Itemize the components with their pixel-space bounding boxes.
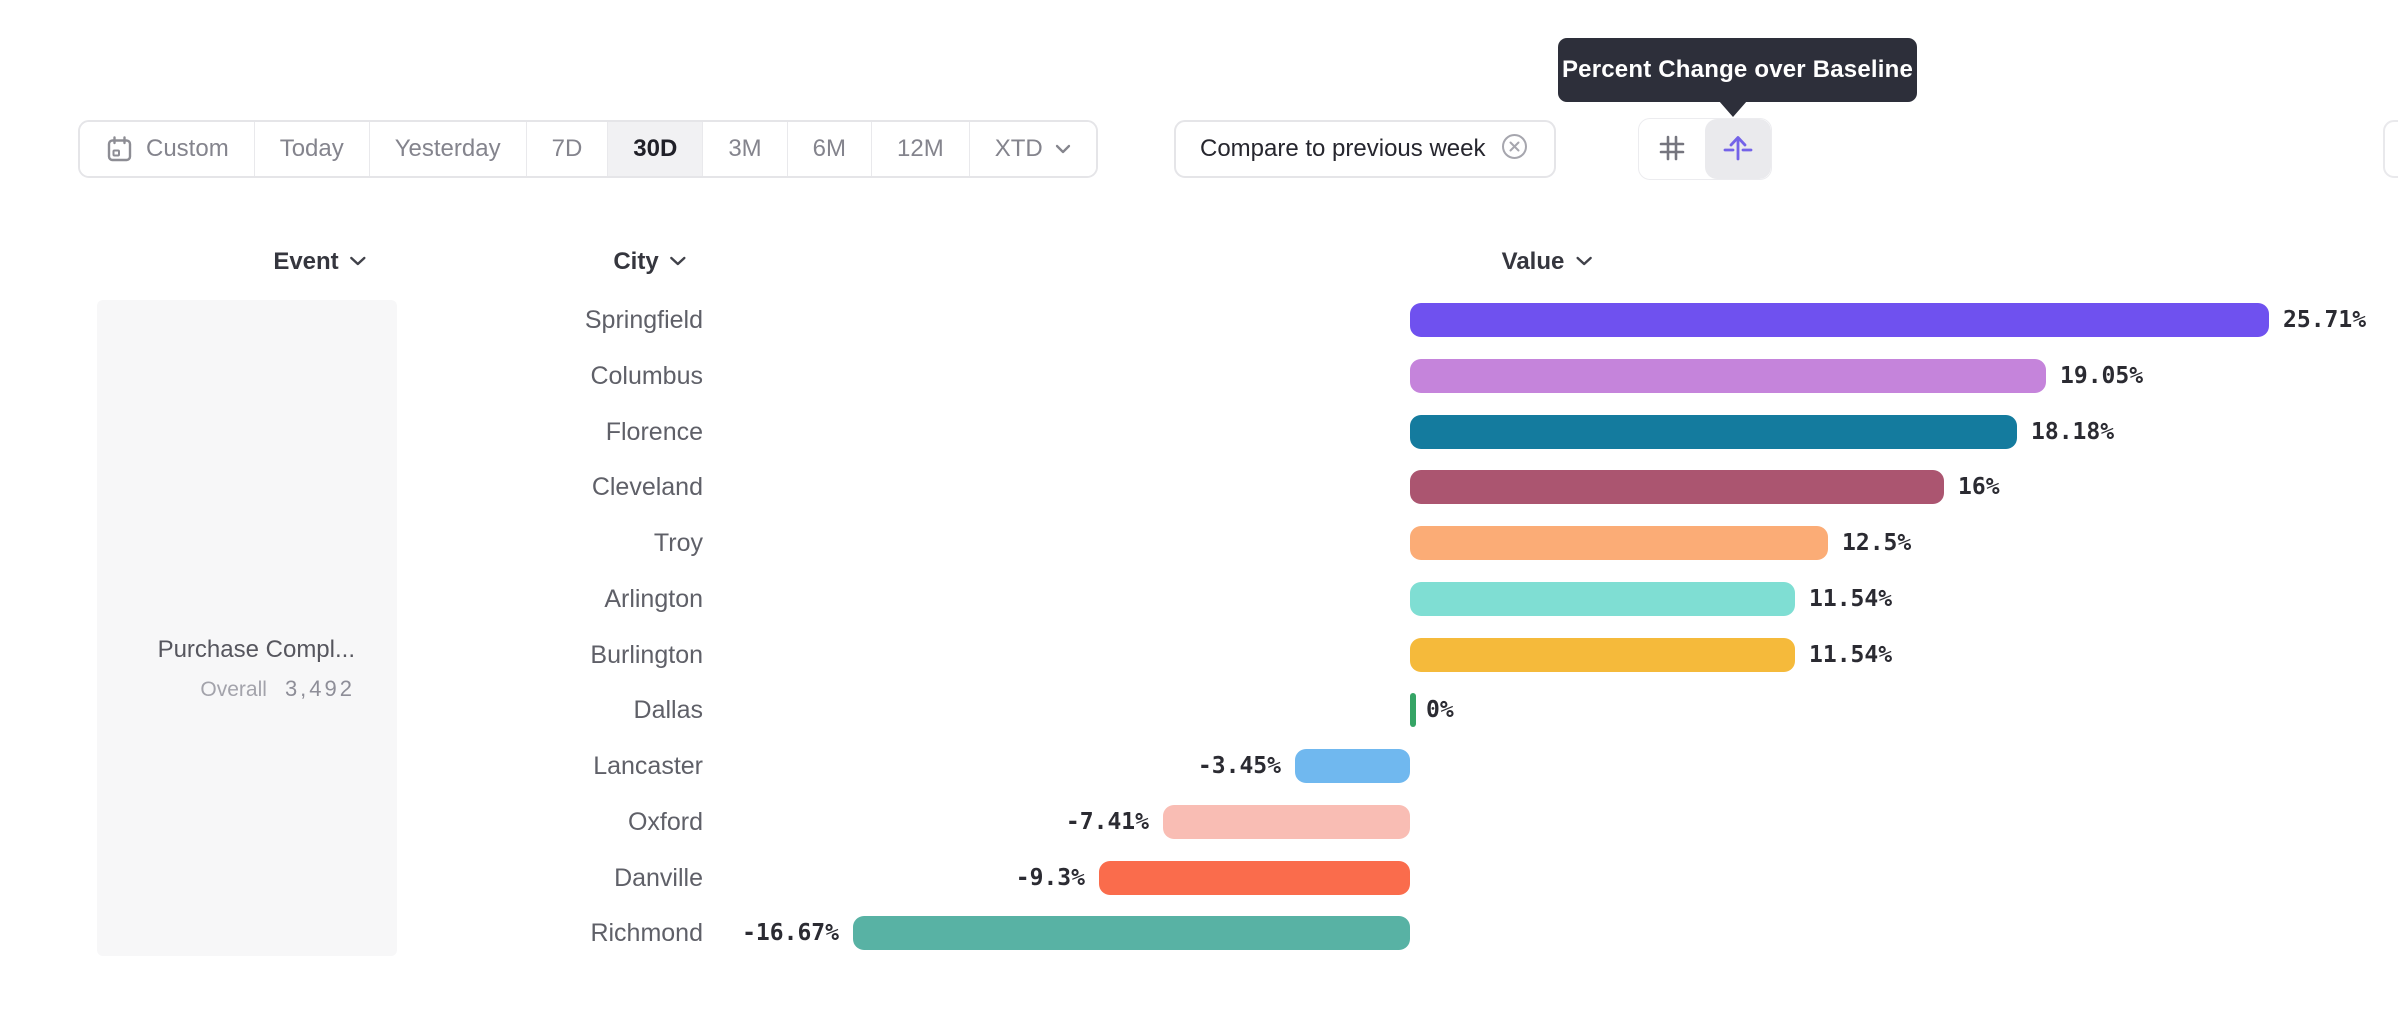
city-label: Florence — [605, 417, 703, 446]
date-range-label: Custom — [146, 135, 229, 162]
chart-row-burlington: Burlington 11.54% — [0, 627, 2398, 683]
city-label: Troy — [653, 529, 703, 557]
chevron-down-icon — [1055, 144, 1071, 154]
value-label: 18.18% — [2031, 418, 2115, 445]
date-range-control: Custom Today Yesterday 7D 30D 3M 6M 12M XTD — [78, 120, 1098, 178]
column-header-value[interactable]: Value — [1502, 246, 1593, 278]
column-header-city-label: City — [613, 248, 659, 275]
chart-view-toggle — [1638, 118, 1772, 180]
city-label: Danville — [614, 863, 703, 892]
grid-hash-icon — [1655, 131, 1689, 168]
value-label: 0% — [1426, 697, 1454, 724]
value-bar[interactable] — [1410, 358, 2046, 393]
value-bar[interactable] — [1410, 526, 1828, 560]
chart-row-dallas: Dallas 0% — [0, 682, 2398, 738]
city-label: Dallas — [633, 696, 703, 725]
city-label: Richmond — [590, 919, 703, 948]
column-header-city[interactable]: City — [613, 246, 686, 278]
value-label: 19.05% — [2060, 362, 2144, 389]
baseline-view-button[interactable] — [1705, 119, 1771, 179]
compare-chip-label: Compare to previous week — [1200, 135, 1486, 162]
value-label: -7.41% — [1065, 808, 1149, 835]
baseline-arrow-icon — [1721, 131, 1755, 168]
overall-value: 3,492 — [284, 676, 355, 701]
value-bar[interactable] — [1163, 804, 1410, 839]
city-label: Columbus — [590, 361, 703, 390]
value-label: 12.5% — [1842, 530, 1912, 556]
value-label: 11.54% — [1809, 641, 1893, 668]
chevron-down-icon — [350, 253, 367, 271]
chart-row-florence: Florence 18.18% — [0, 404, 2398, 460]
value-bar[interactable] — [853, 916, 1410, 951]
value-bar[interactable] — [1410, 581, 1795, 616]
value-bar[interactable] — [1295, 749, 1410, 783]
value-label: -3.45% — [1197, 753, 1281, 779]
date-range-label: Today — [279, 135, 344, 162]
value-label: 25.71% — [2283, 307, 2367, 333]
chevron-down-icon — [670, 253, 687, 271]
chart-row-danville: Danville -9.3% — [0, 850, 2398, 906]
chart-row-columbus: Columbus 19.05% — [0, 348, 2398, 404]
value-bar[interactable] — [1410, 303, 2269, 337]
column-header-event-label: Event — [273, 248, 339, 275]
city-label: Oxford — [627, 807, 703, 836]
value-label: 11.54% — [1809, 585, 1893, 612]
date-range-xtd[interactable]: XTD — [968, 122, 1096, 176]
city-label: Burlington — [590, 640, 703, 669]
city-label: Arlington — [604, 584, 703, 613]
date-range-label: 3M — [728, 135, 762, 162]
event-card[interactable]: Purchase Compl... Overall 3,492 — [97, 300, 397, 956]
chart-row-lancaster: Lancaster -3.45% — [0, 738, 2398, 794]
value-bar[interactable] — [1099, 860, 1410, 895]
date-range-label: 6M — [812, 135, 846, 162]
tooltip-percent-change: Percent Change over Baseline — [1558, 38, 1917, 117]
date-range-label: 30D — [633, 135, 678, 162]
column-header-event[interactable]: Event — [273, 246, 366, 278]
column-header-value-label: Value — [1501, 248, 1565, 275]
chart-row-oxford: Oxford -7.41% — [0, 794, 2398, 850]
clipped-button-right-edge[interactable] — [2383, 120, 2398, 178]
event-card-title: Purchase Compl... — [157, 636, 355, 663]
date-range-12m[interactable]: 12M — [871, 122, 969, 176]
compare-chip[interactable]: Compare to previous week — [1174, 120, 1557, 178]
overall-label: Overall — [200, 678, 267, 701]
date-range-custom[interactable]: Custom — [80, 122, 254, 176]
value-bar[interactable] — [1410, 470, 1944, 505]
date-range-label: 12M — [897, 135, 944, 162]
tooltip-text: Percent Change over Baseline — [1561, 56, 1914, 83]
chart-row-springfield: Springfield 25.71% — [0, 292, 2398, 348]
date-range-label: XTD — [994, 135, 1043, 162]
date-range-label: Yesterday — [394, 135, 501, 162]
city-label: Lancaster — [593, 752, 703, 780]
date-range-30d[interactable]: 30D — [607, 122, 703, 176]
chart-row-troy: Troy 12.5% — [0, 515, 2398, 571]
calendar-icon — [105, 135, 134, 164]
value-bar[interactable] — [1410, 637, 1795, 672]
tooltip-pointer — [1719, 101, 1747, 117]
date-range-label: 7D — [551, 135, 583, 162]
value-label: 16% — [1958, 474, 2000, 501]
event-card-overall: Overall 3,492 — [200, 676, 355, 702]
value-label: -16.67% — [742, 920, 839, 947]
city-label: Cleveland — [591, 473, 703, 502]
value-label: -9.3% — [1015, 864, 1085, 891]
city-label: Springfield — [584, 306, 703, 334]
date-range-yesterday[interactable]: Yesterday — [368, 122, 526, 176]
grid-view-button[interactable] — [1639, 119, 1705, 179]
chart-row-arlington: Arlington 11.54% — [0, 571, 2398, 627]
chevron-down-icon — [1575, 253, 1592, 271]
value-bar[interactable] — [1410, 693, 1416, 728]
value-bar[interactable] — [1410, 414, 2017, 449]
date-range-6m[interactable]: 6M — [786, 122, 871, 176]
chart-row-richmond: Richmond -16.67% — [0, 905, 2398, 961]
x-circle-icon[interactable] — [1499, 131, 1530, 167]
date-range-3m[interactable]: 3M — [702, 122, 787, 176]
date-range-today[interactable]: Today — [253, 122, 369, 176]
chart-row-cleveland: Cleveland 16% — [0, 459, 2398, 515]
date-range-7d[interactable]: 7D — [525, 122, 608, 176]
